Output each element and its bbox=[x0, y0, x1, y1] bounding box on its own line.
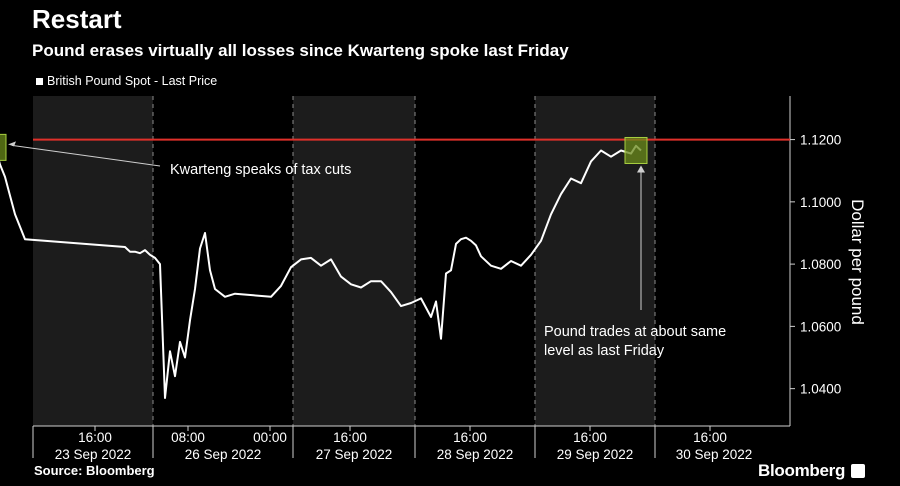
annotation-label: Kwarteng speaks of tax cuts bbox=[170, 162, 351, 178]
annotation-label: level as last Friday bbox=[544, 343, 665, 359]
chart-legend: British Pound Spot - Last Price bbox=[36, 74, 217, 88]
y-tick-label: 1.1000 bbox=[800, 195, 841, 210]
price-series-line bbox=[0, 144, 642, 399]
y-tick-label: 1.0800 bbox=[800, 257, 841, 272]
annotation-arrowhead bbox=[637, 165, 645, 173]
y-tick-label: 1.1200 bbox=[800, 133, 841, 148]
y-tick-label: 1.0400 bbox=[800, 382, 841, 397]
annotation-label: Pound trades at about same bbox=[544, 324, 726, 340]
chart-subtitle: Pound erases virtually all losses since … bbox=[32, 41, 569, 60]
x-day-label: 29 Sep 2022 bbox=[557, 447, 634, 462]
x-day-label: 23 Sep 2022 bbox=[55, 447, 132, 462]
x-day-label: 26 Sep 2022 bbox=[185, 447, 262, 462]
y-tick-label: 1.0600 bbox=[800, 319, 841, 334]
x-tick-label: 16:00 bbox=[333, 430, 367, 445]
day-band bbox=[33, 96, 153, 426]
x-day-label: 27 Sep 2022 bbox=[316, 447, 393, 462]
annotation-arrowhead bbox=[8, 141, 16, 147]
legend-label: British Pound Spot - Last Price bbox=[47, 74, 218, 88]
highlight-box bbox=[0, 133, 7, 161]
bloomberg-terminal-icon bbox=[851, 464, 865, 478]
annotation-leader-line bbox=[11, 144, 161, 167]
highlight-box bbox=[624, 136, 648, 164]
x-tick-label: 08:00 bbox=[171, 430, 205, 445]
x-day-label: 30 Sep 2022 bbox=[676, 447, 753, 462]
legend-swatch bbox=[36, 77, 43, 85]
x-tick-label: 16:00 bbox=[693, 430, 727, 445]
x-day-label: 28 Sep 2022 bbox=[437, 447, 514, 462]
day-band bbox=[293, 96, 415, 426]
y-axis-label: Dollar per pound bbox=[848, 199, 867, 325]
x-tick-label: 16:00 bbox=[78, 430, 112, 445]
x-tick-label: 16:00 bbox=[453, 430, 487, 445]
x-tick-label: 16:00 bbox=[573, 430, 607, 445]
chart-title: Restart bbox=[32, 4, 122, 34]
source-note: Source: Bloomberg bbox=[34, 463, 155, 478]
brand-wordmark: Bloomberg bbox=[758, 461, 846, 480]
x-tick-label: 00:00 bbox=[253, 430, 287, 445]
